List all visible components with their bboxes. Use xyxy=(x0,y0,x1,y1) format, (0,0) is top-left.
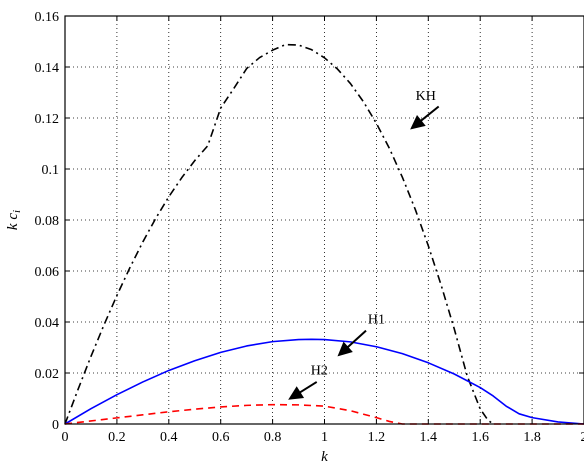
x-tick-label: 0.6 xyxy=(212,430,230,445)
series-line-h1 xyxy=(64,338,584,425)
y-axis-label: k ci xyxy=(5,210,23,230)
y-tick-label: 0.16 xyxy=(35,10,60,25)
y-axis-label-main: k c xyxy=(5,213,21,230)
x-tick-label: 0.2 xyxy=(108,430,126,445)
series-line-kh xyxy=(64,43,494,425)
series-line-h2 xyxy=(64,403,584,425)
x-tick-label: 1.8 xyxy=(523,430,541,445)
y-tick-label: 0.06 xyxy=(35,265,60,280)
ticks: 0 0.2 0.4 0.6 0.8 1 1.2 1.4 1.6 1.8 2 0 0.02 0.04 0.06… xyxy=(35,10,584,445)
y-tick-label: 0.08 xyxy=(35,214,60,229)
annotation-arrow-head xyxy=(288,386,305,400)
annotation-arrow-head xyxy=(337,341,353,357)
x-tick-label: 0.8 xyxy=(264,430,282,445)
annotations: KH H1 H2 xyxy=(288,89,440,400)
annotation-label-h1: H1 xyxy=(368,312,385,327)
x-axis-label: k xyxy=(321,449,328,463)
y-tick-label: 0.1 xyxy=(42,163,60,178)
y-tick-label: 0.12 xyxy=(35,112,60,127)
y-tick-label: 0.04 xyxy=(35,316,60,331)
annotation-label-h2: H2 xyxy=(311,363,328,378)
grid xyxy=(65,16,584,424)
y-tick-label: 0 xyxy=(52,418,59,433)
x-tick-label: 0 xyxy=(62,430,69,445)
series-lines xyxy=(64,43,584,425)
annotation-arrow-shaft xyxy=(343,329,367,351)
y-axis-label-subscript: i xyxy=(11,210,23,213)
x-tick-label: 1.6 xyxy=(471,430,489,445)
x-tick-label: 1 xyxy=(321,430,328,445)
y-tick-label: 0.14 xyxy=(35,61,60,76)
y-tick-label: 0.02 xyxy=(35,367,60,382)
x-tick-label: 0.4 xyxy=(160,430,178,445)
x-tick-label: 2 xyxy=(581,430,584,445)
annotation-label-kh: KH xyxy=(416,89,436,104)
x-tick-label: 1.2 xyxy=(368,430,386,445)
annotation-arrow-head xyxy=(410,115,426,130)
x-tick-label: 1.4 xyxy=(420,430,438,445)
